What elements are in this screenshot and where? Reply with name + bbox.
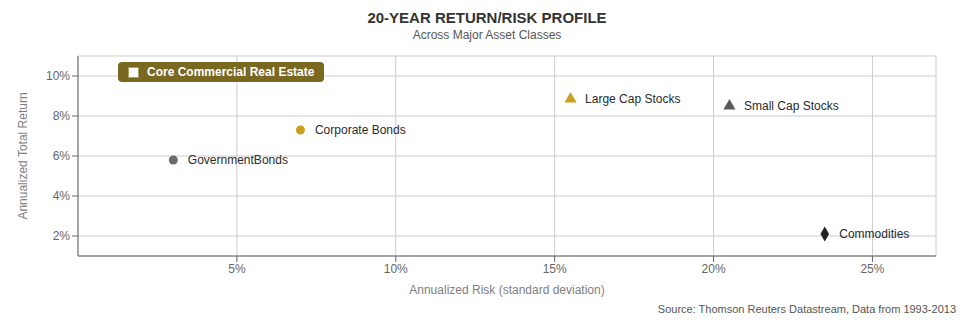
svg-text:Small Cap Stocks: Small Cap Stocks — [744, 99, 839, 113]
svg-text:4%: 4% — [53, 189, 71, 203]
html-text:Source: Thomson Reuters Datast: Source: Thomson Reuters Datastream, Data… — [657, 303, 956, 315]
svg-text:5%: 5% — [228, 262, 246, 276]
svg-text:10%: 10% — [384, 262, 408, 276]
svg-text:Annualized Total Return: Annualized Total Return — [16, 92, 30, 219]
svg-text:Corporate Bonds: Corporate Bonds — [315, 123, 406, 137]
svg-text:2%: 2% — [53, 229, 71, 243]
svg-text:Large Cap Stocks: Large Cap Stocks — [585, 92, 680, 106]
svg-text:GovernmentBonds: GovernmentBonds — [188, 153, 288, 167]
svg-text:Commodities: Commodities — [839, 227, 909, 241]
svg-text:6%: 6% — [53, 149, 71, 163]
html-text:20-YEAR RETURN/RISK PROFILE: 20-YEAR RETURN/RISK PROFILE — [367, 9, 607, 26]
svg-text:10%: 10% — [46, 69, 70, 83]
html-text:Core Commercial Real Estate: Core Commercial Real Estate — [147, 65, 315, 79]
svg-text:8%: 8% — [53, 109, 71, 123]
svg-text:25%: 25% — [860, 262, 884, 276]
html-text:Across Major Asset Classes: Across Major Asset Classes — [412, 28, 562, 42]
svg-text:Annualized Risk (standard devi: Annualized Risk (standard deviation) — [409, 283, 604, 297]
svg-text:15%: 15% — [543, 262, 567, 276]
svg-text:20%: 20% — [702, 262, 726, 276]
